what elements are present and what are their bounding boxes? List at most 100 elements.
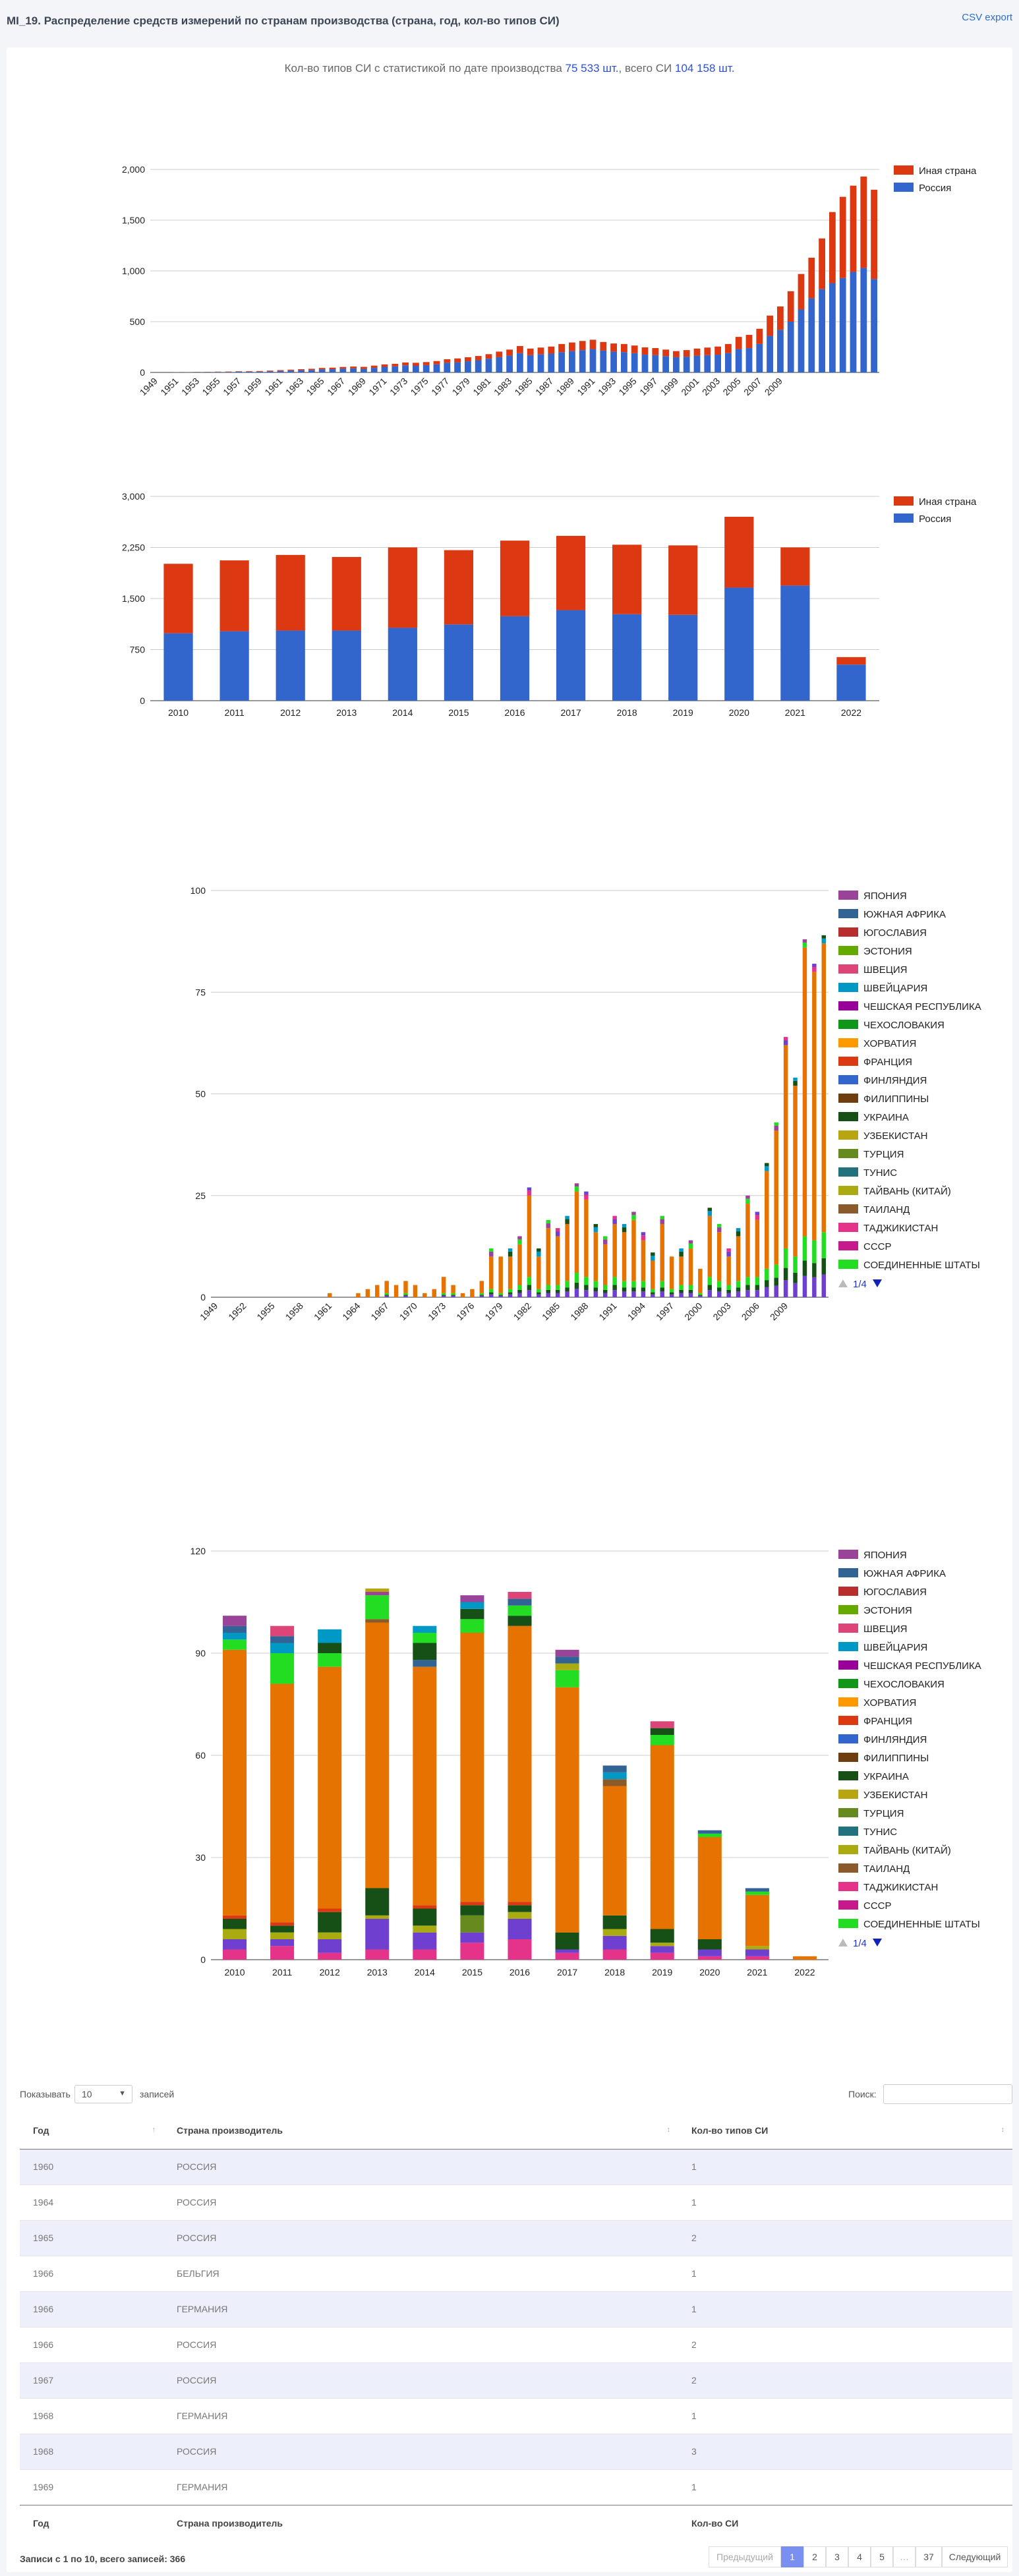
pagination-page-5[interactable]: 5 <box>871 2546 893 2567</box>
chart1-bar-russia <box>756 343 763 372</box>
chart4-bar-segment <box>555 1949 579 1953</box>
chart4-bar-segment <box>460 1602 484 1609</box>
chart3-bar-segment <box>812 966 817 972</box>
chart1-bar-other <box>756 328 763 344</box>
chart1-bar-russia <box>579 350 586 372</box>
chart3-legend-label: ФИНЛЯНДИЯ <box>863 1075 927 1086</box>
chart3-bar-segment <box>384 1295 389 1297</box>
chart4-legend-swatch <box>838 1808 858 1817</box>
chart4-bar-segment <box>508 1598 532 1606</box>
chart3-x-tick-label: 1958 <box>283 1301 305 1322</box>
cell-year: 1968 <box>20 2433 163 2469</box>
chart3-legend-swatch <box>838 1130 858 1140</box>
page-length-select[interactable]: 10 ▼ <box>74 2085 132 2103</box>
chart2-bar-russia <box>780 585 810 701</box>
chart1-bar-russia <box>496 357 503 372</box>
chart4-legend-swatch <box>838 1587 858 1596</box>
chart1-bar-other <box>548 346 555 354</box>
chart1-bar-other <box>745 335 753 349</box>
chart4-bar-segment <box>602 1929 627 1936</box>
chart3-bar-segment <box>384 1295 389 1296</box>
cell-year: 1965 <box>20 2219 163 2256</box>
chart3-bar-segment <box>622 1291 627 1297</box>
chart4-legend-swatch <box>838 1660 858 1670</box>
column-header-country[interactable]: Страна производитель ↕ <box>163 2113 678 2150</box>
chart3-legend-label: ЮЖНАЯ АФРИКА <box>863 909 946 920</box>
pagination-next[interactable]: Следующий <box>942 2546 1008 2567</box>
chart1-bar-other <box>413 363 419 366</box>
chart2-x-tick-label: 2013 <box>336 707 357 718</box>
chart3-bar-segment <box>651 1252 655 1256</box>
chart3-bar-segment <box>669 1256 674 1289</box>
chart3-bar-segment <box>546 1228 550 1285</box>
chart1-bar-russia <box>277 370 284 372</box>
chart1-bar-other <box>235 371 243 372</box>
chart3-bar-segment <box>593 1291 598 1297</box>
pagination-page-1[interactable]: 1 <box>781 2546 803 2567</box>
chart3-bar-segment <box>612 1215 617 1219</box>
chart4-bar-segment <box>413 1925 437 1933</box>
summary-line: Кол-во типов СИ с статистикой по дате пр… <box>0 62 1019 75</box>
chart4-legend-label: ФИЛИППИНЫ <box>863 1753 929 1764</box>
chart4-bar-segment <box>270 1653 295 1684</box>
chart1-y-tick-label: 2,000 <box>122 164 145 175</box>
chart1-bar-other <box>704 347 711 355</box>
chart3-bar-segment <box>451 1293 455 1295</box>
pagination-page-3[interactable]: 3 <box>826 2546 848 2567</box>
pagination-page-4[interactable]: 4 <box>848 2546 871 2567</box>
chart2-y-tick-label: 3,000 <box>122 491 145 502</box>
chart3-bar-segment <box>783 1248 788 1268</box>
chart3-bar-segment <box>584 1285 589 1291</box>
cell-year: 1969 <box>20 2469 163 2505</box>
chart3-bar-segment <box>574 1272 579 1283</box>
chart1-legend-swatch <box>894 183 914 192</box>
chart2-bar-other <box>500 541 530 616</box>
table-row: 1966 ГЕРМАНИЯ 1 <box>20 2291 1012 2327</box>
chart4-bar-segment <box>650 1745 674 1929</box>
chart4-bar-segment <box>365 1622 390 1888</box>
column-header-year[interactable]: Год ↑ <box>20 2113 163 2150</box>
chart4-bar-segment <box>697 1830 722 1834</box>
chart1-bar-other <box>256 370 263 372</box>
chart1-bar-other <box>361 366 367 369</box>
chart3-bar-segment <box>812 964 817 967</box>
chart3-bar-segment <box>698 1293 703 1295</box>
pagination-page-37[interactable]: 37 <box>916 2546 942 2567</box>
chart3-bar-segment <box>688 1243 693 1248</box>
chart4-bar-segment <box>508 1592 532 1599</box>
chart3-bar-segment <box>441 1293 446 1295</box>
chart3-bar-segment <box>498 1256 503 1293</box>
chart1-bar-russia <box>392 366 399 372</box>
chart4-bar-segment <box>318 1643 342 1653</box>
chart2-x-tick-label: 2015 <box>448 707 469 718</box>
chart4-bar-segment <box>413 1625 437 1633</box>
chart1-bar-russia <box>402 365 409 372</box>
chart4-y-tick-label: 60 <box>195 1750 206 1761</box>
chart2-legend-swatch <box>894 496 914 506</box>
chart1-bar-russia <box>465 361 471 372</box>
pagination-previous[interactable]: Предыдущий <box>709 2546 781 2567</box>
search-input[interactable] <box>883 2084 1012 2104</box>
chart3-bar-segment <box>555 1231 560 1237</box>
chart4-bar-segment <box>223 1625 247 1633</box>
chart3-bar-segment <box>736 1281 741 1288</box>
csv-export-link[interactable]: CSV export <box>962 12 1012 23</box>
chart4-bar-segment <box>555 1656 579 1664</box>
chart4-bar-segment <box>650 1952 674 1960</box>
chart3-y-tick-label: 75 <box>195 987 206 997</box>
chart3-bar-segment <box>802 939 807 943</box>
chart3-x-tick-label: 1955 <box>254 1301 276 1322</box>
chart1-bar-russia <box>339 368 347 372</box>
chart3-bar-segment <box>783 1268 788 1281</box>
chart4-legend-label: ЯПОНИЯ <box>863 1550 907 1561</box>
chart4-bar-segment <box>508 1625 532 1902</box>
chart1-bar-russia <box>819 289 825 372</box>
chart3-bar-segment <box>422 1293 427 1297</box>
chart4-bar-segment <box>270 1683 295 1923</box>
chart1-x-tick-label: 1951 <box>158 376 180 397</box>
column-header-count[interactable]: Кол-во типов СИ ↕ <box>678 2113 1012 2150</box>
chart3-legend-swatch <box>838 1167 858 1177</box>
chart3-bar-segment <box>555 1285 560 1290</box>
pagination-page-2[interactable]: 2 <box>803 2546 826 2567</box>
chart1-bar-russia <box>527 355 534 372</box>
